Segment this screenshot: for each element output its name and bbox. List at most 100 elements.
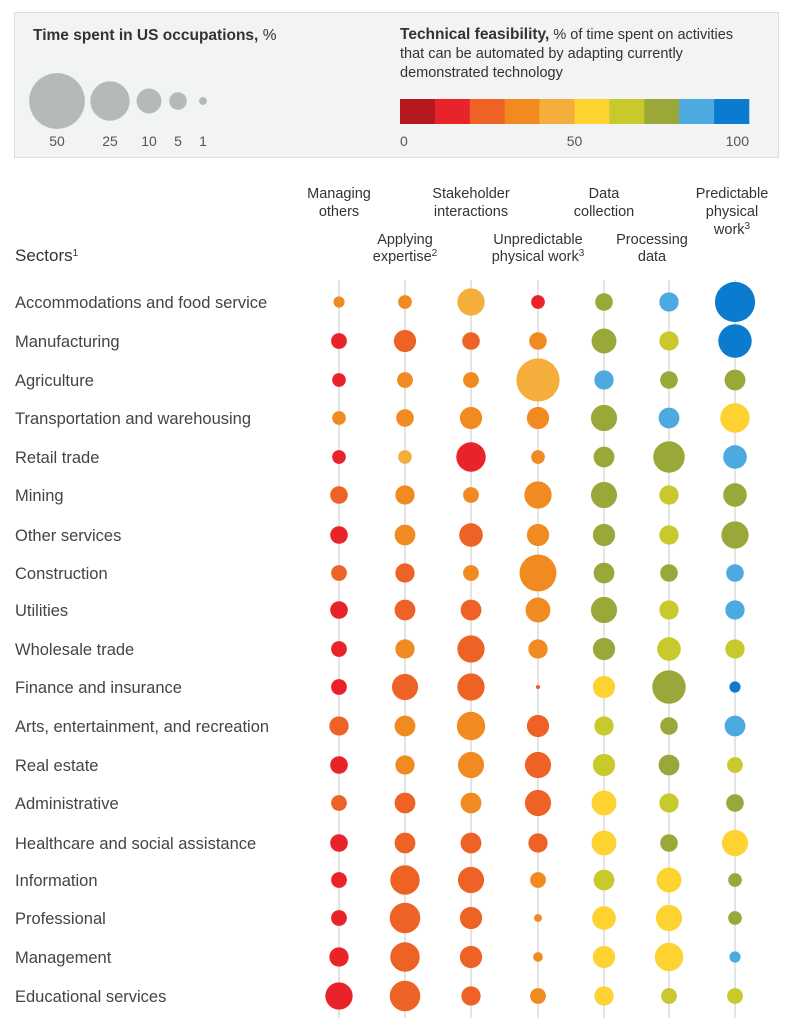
color-scale-segment bbox=[574, 99, 610, 124]
sector-label: Other services bbox=[15, 527, 121, 545]
data-bubble bbox=[394, 832, 416, 854]
data-bubble bbox=[528, 833, 548, 853]
data-bubble bbox=[332, 411, 346, 425]
data-bubble bbox=[724, 369, 746, 391]
data-bubble bbox=[330, 756, 348, 774]
data-bubble bbox=[398, 295, 412, 309]
column-header-label: work3 bbox=[713, 221, 751, 239]
data-bubble bbox=[657, 637, 681, 661]
data-bubble bbox=[659, 331, 679, 351]
data-bubble bbox=[723, 483, 747, 507]
data-bubble bbox=[329, 716, 349, 736]
column-header-label: Predictable bbox=[696, 186, 769, 202]
data-bubble bbox=[526, 714, 550, 738]
data-bubble bbox=[457, 673, 485, 701]
data-bubble bbox=[724, 715, 746, 737]
data-bubble bbox=[462, 332, 480, 350]
column-header-label: interactions bbox=[434, 204, 508, 220]
sector-label: Information bbox=[15, 872, 98, 890]
data-bubble bbox=[457, 866, 485, 894]
data-bubble bbox=[721, 829, 749, 857]
data-bubble bbox=[725, 639, 745, 659]
data-bubble bbox=[652, 670, 686, 704]
data-bubble bbox=[459, 406, 483, 430]
column-header-label: Processing bbox=[616, 232, 688, 248]
data-bubble bbox=[659, 600, 679, 620]
data-bubble bbox=[395, 639, 415, 659]
data-bubble bbox=[331, 333, 347, 349]
color-scale-segment bbox=[644, 99, 680, 124]
data-bubble bbox=[721, 521, 749, 549]
column-header-label: Applying bbox=[377, 232, 433, 248]
data-bubble bbox=[459, 906, 483, 930]
data-bubble bbox=[331, 795, 347, 811]
data-bubble bbox=[331, 641, 347, 657]
color-scale-segment bbox=[539, 99, 575, 124]
sector-label: Retail trade bbox=[15, 449, 99, 467]
data-bubble bbox=[393, 329, 417, 353]
data-bubble bbox=[529, 332, 547, 350]
color-scale-segment bbox=[434, 99, 471, 124]
data-bubble bbox=[590, 404, 618, 432]
data-bubble bbox=[727, 988, 743, 1004]
sector-label: Healthcare and social assistance bbox=[15, 835, 256, 853]
size-legend-title: Time spent in US occupations, % bbox=[33, 27, 276, 45]
sector-label: Mining bbox=[15, 487, 64, 505]
data-bubble bbox=[333, 296, 345, 308]
data-bubble bbox=[592, 753, 616, 777]
sector-label: Professional bbox=[15, 910, 106, 928]
sector-label: Accommodations and food service bbox=[15, 294, 267, 312]
data-bubble bbox=[659, 292, 679, 312]
data-bubble bbox=[660, 717, 678, 735]
data-bubble bbox=[725, 600, 745, 620]
size-legend-unit: % bbox=[262, 27, 277, 44]
size-legend-bubble bbox=[136, 88, 162, 114]
size-legend-bubble bbox=[90, 81, 130, 121]
data-bubble bbox=[394, 792, 416, 814]
data-bubble bbox=[592, 523, 616, 547]
data-bubble bbox=[461, 986, 481, 1006]
data-bubble bbox=[395, 485, 415, 505]
color-scale-segment bbox=[400, 99, 436, 124]
data-bubble bbox=[592, 906, 616, 930]
data-bubble bbox=[594, 986, 614, 1006]
data-bubble bbox=[590, 596, 618, 624]
data-bubble bbox=[457, 635, 485, 663]
data-bubble bbox=[332, 373, 346, 387]
size-legend-bubble bbox=[29, 73, 85, 129]
data-bubble bbox=[331, 910, 347, 926]
column-header-label: physical bbox=[706, 204, 758, 220]
data-bubble bbox=[456, 442, 486, 472]
color-scale-segment bbox=[504, 99, 540, 124]
size-legend-bubble bbox=[199, 97, 207, 105]
color-scale-segment bbox=[469, 99, 505, 124]
data-bubble bbox=[395, 563, 415, 583]
data-bubble bbox=[457, 288, 485, 316]
data-bubble bbox=[463, 372, 479, 388]
data-bubble bbox=[330, 486, 348, 504]
data-bubble bbox=[394, 524, 416, 546]
column-header-label: collection bbox=[574, 204, 634, 220]
data-bubble bbox=[528, 639, 548, 659]
data-bubble bbox=[330, 526, 348, 544]
data-bubble bbox=[658, 754, 680, 776]
data-bubble bbox=[331, 565, 347, 581]
size-legend-label: 50 bbox=[49, 133, 65, 149]
data-bubble bbox=[460, 599, 482, 621]
size-legend-title-text: Time spent in US occupations, bbox=[33, 27, 259, 44]
column-header-label: Data bbox=[589, 186, 621, 202]
sector-label: Administrative bbox=[15, 795, 119, 813]
sector-label: Arts, entertainment, and recreation bbox=[15, 718, 269, 736]
data-bubble bbox=[390, 942, 420, 972]
size-legend-bubble bbox=[169, 92, 187, 110]
sector-label: Management bbox=[15, 949, 112, 967]
data-bubble bbox=[395, 755, 415, 775]
color-scale-segment bbox=[714, 99, 750, 124]
data-bubble bbox=[591, 790, 617, 816]
sector-label: Agriculture bbox=[15, 372, 94, 390]
data-bubble bbox=[718, 324, 752, 358]
size-legend-label: 25 bbox=[102, 133, 118, 149]
data-bubble bbox=[729, 951, 741, 963]
data-bubble bbox=[525, 597, 551, 623]
